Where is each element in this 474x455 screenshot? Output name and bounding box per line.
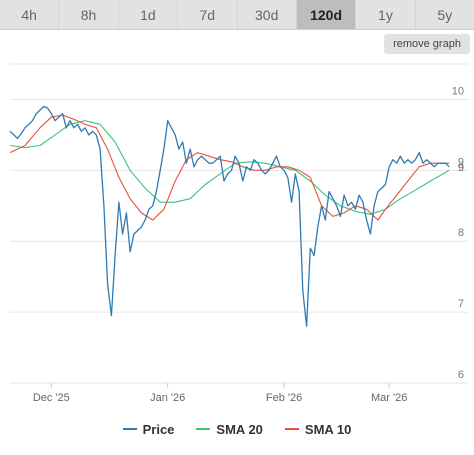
legend-label: SMA 20 xyxy=(216,421,263,437)
x-tick-label: Jan '26 xyxy=(150,392,185,404)
tab-7d[interactable]: 7d xyxy=(178,0,238,29)
tab-120d[interactable]: 120d xyxy=(296,0,357,29)
legend-item-sma-20[interactable]: SMA 20 xyxy=(196,421,263,437)
last-value-label: 9 xyxy=(458,162,464,174)
x-tick-label: Feb '26 xyxy=(266,392,302,404)
series-line-price xyxy=(9,105,450,327)
y-tick-label: 8 xyxy=(458,227,464,239)
tab-8h[interactable]: 8h xyxy=(59,0,119,29)
tab-5y[interactable]: 5y xyxy=(415,0,474,29)
legend-swatch xyxy=(122,428,137,430)
y-tick-label: 10 xyxy=(452,85,464,97)
tab-4h[interactable]: 4h xyxy=(0,0,60,29)
chart-legend: Price SMA 20 SMA 10 xyxy=(0,418,474,440)
y-tick-label: 6 xyxy=(458,369,464,381)
legend-swatch xyxy=(196,428,211,430)
tab-1y[interactable]: 1y xyxy=(356,0,416,29)
legend-label: Price xyxy=(142,421,175,437)
y-tick-label: 7 xyxy=(458,298,464,310)
legend-item-sma-10[interactable]: SMA 10 xyxy=(284,421,352,437)
x-tick-label: Mar '26 xyxy=(371,392,407,404)
tab-30d[interactable]: 30d xyxy=(237,0,297,29)
legend-swatch xyxy=(284,428,299,430)
legend-label: SMA 10 xyxy=(304,421,352,437)
x-tick-label: Dec '25 xyxy=(33,392,70,404)
series-line-sma-10 xyxy=(9,114,450,221)
y-tick-label: 9 xyxy=(458,156,464,168)
legend-item-price[interactable]: Price xyxy=(122,421,175,437)
timeframe-tabs: 4h 8h 1d 7d 30d 120d 1y 5y xyxy=(0,0,474,30)
series-line-sma-20 xyxy=(9,120,450,215)
tab-1d[interactable]: 1d xyxy=(118,0,179,29)
remove-graph-button[interactable]: remove graph xyxy=(384,34,470,54)
